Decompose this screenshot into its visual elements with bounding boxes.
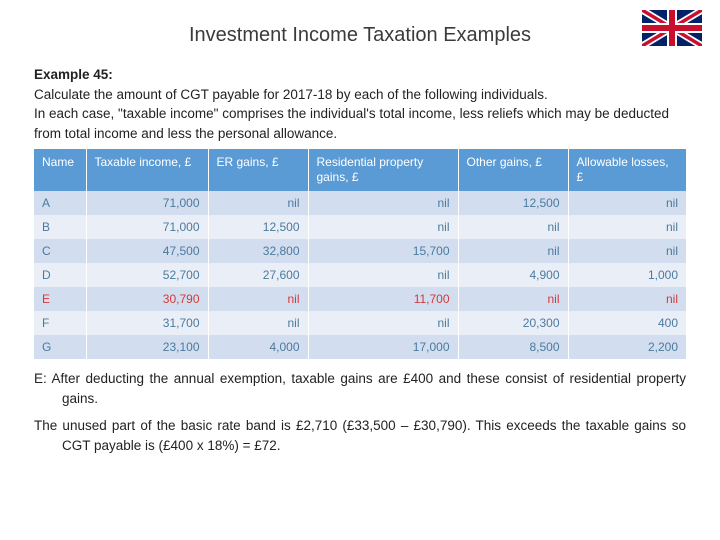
table-cell: 400 bbox=[568, 311, 686, 335]
table-cell: 2,200 bbox=[568, 335, 686, 359]
table-header-cell: Allowable losses, £ bbox=[568, 149, 686, 191]
table-cell: 23,100 bbox=[86, 335, 208, 359]
table-cell: 11,700 bbox=[308, 287, 458, 311]
table-cell: 17,000 bbox=[308, 335, 458, 359]
table-cell: nil bbox=[458, 239, 568, 263]
table-header-row: NameTaxable income, £ER gains, £Resident… bbox=[34, 149, 686, 191]
table-cell: 4,000 bbox=[208, 335, 308, 359]
uk-flag-icon bbox=[642, 10, 702, 46]
table-header-cell: Taxable income, £ bbox=[86, 149, 208, 191]
table-cell: 20,300 bbox=[458, 311, 568, 335]
table-row: C47,50032,80015,700nilnil bbox=[34, 239, 686, 263]
table-cell: nil bbox=[308, 191, 458, 215]
table-cell-name: B bbox=[34, 215, 86, 239]
table-cell-name: C bbox=[34, 239, 86, 263]
table-row: F31,700nilnil20,300400 bbox=[34, 311, 686, 335]
table-row: G23,1004,00017,0008,5002,200 bbox=[34, 335, 686, 359]
table-cell: nil bbox=[308, 263, 458, 287]
note-e: E: After deducting the annual exemption,… bbox=[34, 369, 686, 408]
table-cell: 30,790 bbox=[86, 287, 208, 311]
page-title: Investment Income Taxation Examples bbox=[34, 24, 686, 47]
table-cell: 31,700 bbox=[86, 311, 208, 335]
table-cell: nil bbox=[208, 287, 308, 311]
table-cell: nil bbox=[568, 239, 686, 263]
table-cell: 27,600 bbox=[208, 263, 308, 287]
table-cell: nil bbox=[308, 215, 458, 239]
table-cell: 8,500 bbox=[458, 335, 568, 359]
table-cell: nil bbox=[308, 311, 458, 335]
table-cell: 12,500 bbox=[208, 215, 308, 239]
table-cell: 1,000 bbox=[568, 263, 686, 287]
table-header-cell: Residential property gains, £ bbox=[308, 149, 458, 191]
table-cell-name: E bbox=[34, 287, 86, 311]
table-row: B71,00012,500nilnilnil bbox=[34, 215, 686, 239]
table-cell: nil bbox=[208, 311, 308, 335]
table-cell: 71,000 bbox=[86, 191, 208, 215]
table-cell: 47,500 bbox=[86, 239, 208, 263]
table-cell: 52,700 bbox=[86, 263, 208, 287]
table-cell-name: G bbox=[34, 335, 86, 359]
table-row: E30,790nil11,700nilnil bbox=[34, 287, 686, 311]
table-cell: 71,000 bbox=[86, 215, 208, 239]
table-row: D52,70027,600nil4,9001,000 bbox=[34, 263, 686, 287]
cgt-table: NameTaxable income, £ER gains, £Resident… bbox=[34, 149, 686, 359]
table-cell: 12,500 bbox=[458, 191, 568, 215]
table-cell: 15,700 bbox=[308, 239, 458, 263]
table-row: A71,000nilnil12,500nil bbox=[34, 191, 686, 215]
table-header-cell: Other gains, £ bbox=[458, 149, 568, 191]
example-text-2: In each case, "taxable income" comprises… bbox=[34, 106, 669, 141]
notes-block: E: After deducting the annual exemption,… bbox=[34, 369, 686, 455]
table-cell: 4,900 bbox=[458, 263, 568, 287]
table-header-cell: ER gains, £ bbox=[208, 149, 308, 191]
table-cell: nil bbox=[458, 287, 568, 311]
table-cell: nil bbox=[568, 287, 686, 311]
table-cell-name: D bbox=[34, 263, 86, 287]
table-header-cell: Name bbox=[34, 149, 86, 191]
example-intro: Example 45: Calculate the amount of CGT … bbox=[34, 65, 686, 143]
table-cell-name: A bbox=[34, 191, 86, 215]
table-cell: nil bbox=[458, 215, 568, 239]
table-cell: 32,800 bbox=[208, 239, 308, 263]
example-text-1: Calculate the amount of CGT payable for … bbox=[34, 87, 548, 102]
note-brb: The unused part of the basic rate band i… bbox=[34, 416, 686, 455]
example-label: Example 45: bbox=[34, 67, 113, 82]
table-cell: nil bbox=[568, 215, 686, 239]
table-cell: nil bbox=[208, 191, 308, 215]
table-cell: nil bbox=[568, 191, 686, 215]
table-cell-name: F bbox=[34, 311, 86, 335]
